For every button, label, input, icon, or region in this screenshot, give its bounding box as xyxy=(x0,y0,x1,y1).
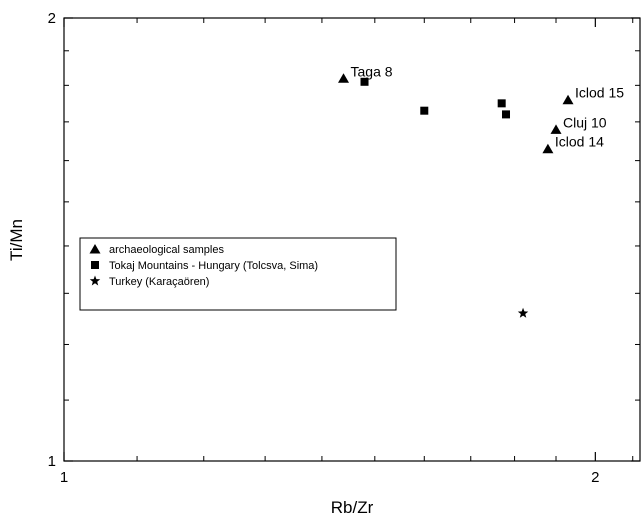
legend-triangle-marker xyxy=(89,244,101,254)
data-label: Iclod 14 xyxy=(555,134,604,150)
plot-frame xyxy=(63,17,641,462)
data-label: Iclod 15 xyxy=(575,85,624,101)
star-data-point xyxy=(517,307,529,318)
x-tick-label: 2 xyxy=(591,469,599,486)
x-axis-title: Rb/Zr xyxy=(331,498,374,517)
data-label: Cluj 10 xyxy=(563,114,607,130)
x-tick-label: 1 xyxy=(60,469,68,486)
square-data-point xyxy=(502,110,511,119)
legend: archaeological samples Tokaj Mountains - … xyxy=(79,237,397,311)
legend-square-marker xyxy=(91,261,99,269)
legend-entry-label: archaeological samples xyxy=(109,244,224,256)
triangle-data-point xyxy=(542,143,554,154)
triangle-data-point xyxy=(550,124,562,134)
square-data-point xyxy=(497,99,506,108)
axis-tick-labels: 1 2 1 2 xyxy=(48,10,600,486)
legend-star-marker xyxy=(89,275,101,286)
legend-entry-label: Tokaj Mountains - Hungary (Tolcsva, Sima… xyxy=(109,260,318,272)
legend-box xyxy=(79,237,397,311)
data-label: Taga 8 xyxy=(351,63,393,79)
triangle-data-point xyxy=(562,94,574,105)
legend-entry-label: Turkey (Karaçaören) xyxy=(109,276,209,288)
square-data-point xyxy=(420,106,429,115)
y-tick-label: 1 xyxy=(48,453,56,470)
y-axis-title: Ti/Mn xyxy=(7,219,26,261)
triangle-data-point xyxy=(338,73,350,83)
data-points: Taga 8 Iclod 15 Cluj 10 Iclod 14 xyxy=(338,63,624,318)
square-data-point xyxy=(360,77,369,86)
y-tick-label: 2 xyxy=(48,10,56,27)
axis-ticks xyxy=(63,17,640,462)
